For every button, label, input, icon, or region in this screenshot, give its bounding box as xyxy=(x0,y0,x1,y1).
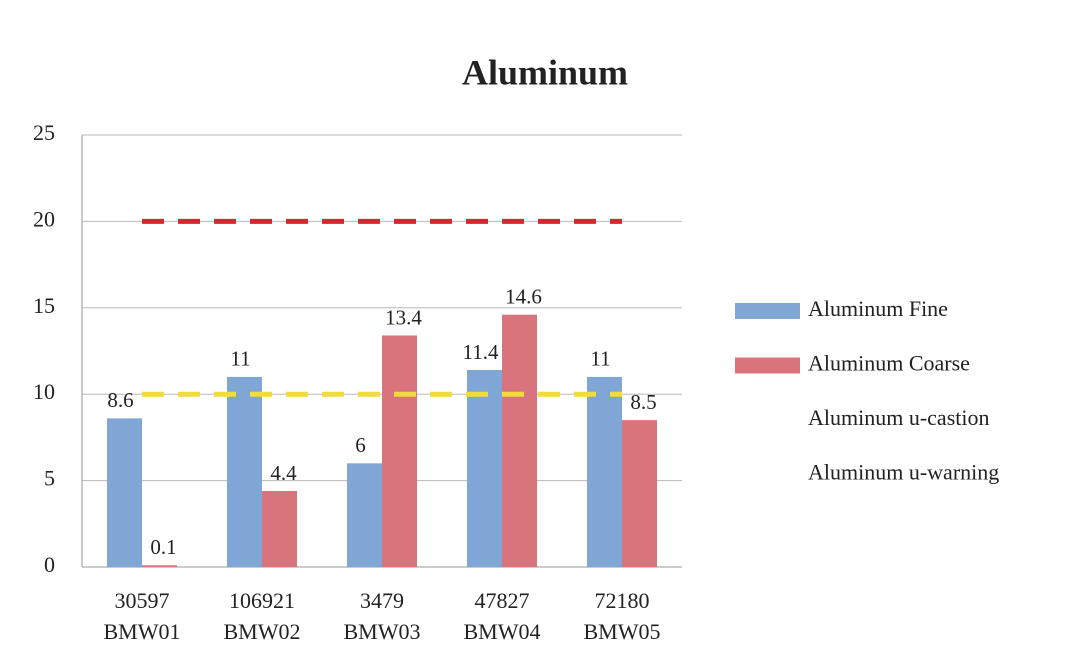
bar xyxy=(107,418,142,567)
legend-label: Aluminum u-warning xyxy=(808,460,999,485)
bar xyxy=(382,335,417,567)
data-label: 13.4 xyxy=(385,305,422,329)
x-tick-label: 106921 xyxy=(229,588,295,613)
x-tick-label: 3479 xyxy=(360,588,404,613)
bar xyxy=(622,420,657,567)
data-label: 8.5 xyxy=(630,390,656,414)
x-tick-label: 30597 xyxy=(115,588,170,613)
chart-title: Aluminum xyxy=(462,52,628,92)
bar xyxy=(587,376,622,567)
bar xyxy=(467,370,502,567)
y-tick-label: 20 xyxy=(33,206,55,231)
y-tick-label: 15 xyxy=(33,293,55,318)
x-tick-label: BMW01 xyxy=(104,619,181,644)
legend-label: Aluminum Coarse xyxy=(808,351,970,376)
bar xyxy=(347,463,382,567)
legend-label: Aluminum Fine xyxy=(808,296,948,321)
bar xyxy=(227,376,262,567)
bar xyxy=(502,314,537,567)
y-tick-label: 25 xyxy=(33,120,55,145)
data-label: 4.4 xyxy=(270,461,297,485)
data-label: 11 xyxy=(230,347,250,371)
y-tick-label: 0 xyxy=(44,552,55,577)
bar xyxy=(142,565,177,567)
y-tick-label: 10 xyxy=(33,379,55,404)
data-label: 11 xyxy=(590,347,610,371)
x-tick-label: BMW03 xyxy=(344,619,421,644)
bar xyxy=(262,490,297,567)
y-tick-label: 5 xyxy=(44,466,55,491)
legend-swatch xyxy=(735,357,800,374)
data-label: 8.6 xyxy=(107,388,133,412)
data-label: 6 xyxy=(355,433,366,457)
data-label: 11.4 xyxy=(463,340,499,364)
data-label: 0.1 xyxy=(150,535,176,559)
x-tick-label: BMW04 xyxy=(464,619,541,644)
x-tick-label: BMW05 xyxy=(584,619,661,644)
legend-swatch xyxy=(735,303,800,319)
data-label: 14.6 xyxy=(505,285,542,309)
x-tick-label: 72180 xyxy=(595,588,650,613)
x-tick-label: 47827 xyxy=(475,588,530,613)
x-tick-label: BMW02 xyxy=(224,619,301,644)
legend-label: Aluminum u-castion xyxy=(808,405,989,430)
